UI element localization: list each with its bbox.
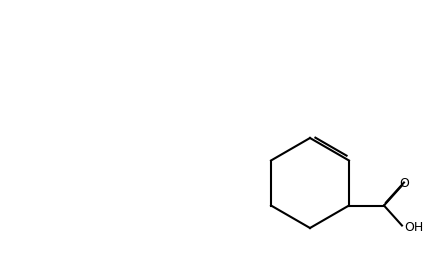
Text: OH: OH (404, 221, 423, 234)
Text: O: O (399, 177, 409, 190)
